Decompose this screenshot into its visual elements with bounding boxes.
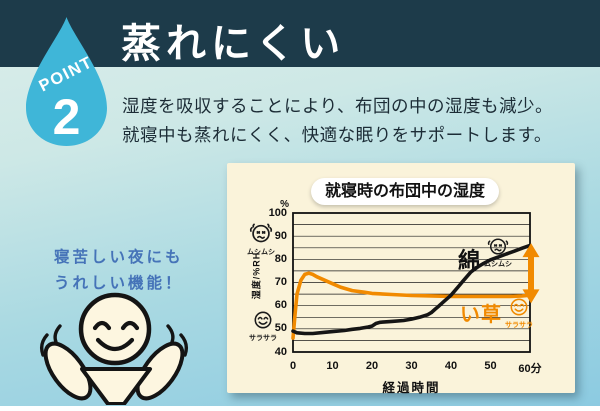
motion-lines-icon <box>39 324 189 357</box>
x-tick-label: 40 <box>444 360 458 372</box>
intro-copy: 湿度を吸収することにより、布団の中の湿度も減少。 就寝中も蒸れにくく、快適な眠り… <box>122 92 553 150</box>
happy-face-icon <box>510 298 528 316</box>
x-tick-label: 30 <box>405 360 418 372</box>
water-drop-icon: POINT 2 <box>26 17 107 146</box>
humidity-line-chart <box>291 212 540 353</box>
cotton-mood-caption: ムシムシ <box>484 261 513 268</box>
series-label-igusa: い草 サラサラ <box>460 296 536 329</box>
axis-face-dry-caption: サラサラ <box>249 335 277 342</box>
y-axis-unit: % <box>280 199 289 210</box>
series-name-cotton: 綿 <box>458 248 482 273</box>
y-tick-label: 100 <box>268 206 287 219</box>
header-bar <box>0 0 600 67</box>
x-tick-label: 60分 <box>518 363 542 375</box>
intro-line-1: 湿度を吸収することにより、布団の中の湿度も減少。 <box>122 96 553 116</box>
x-tick-label: 20 <box>365 360 379 372</box>
y-tick-label: 90 <box>274 229 287 242</box>
happy-mascot <box>38 283 190 406</box>
x-tick-label: 50 <box>484 360 497 372</box>
axis-face-humid: ムシムシ <box>244 221 278 256</box>
x-axis-label: 経過時間 <box>382 381 441 395</box>
series-label-cotton: 綿 ムシムシ <box>458 235 515 275</box>
chart-panel: 就寝時の布団中の湿度 % 湿度/%RH 100 90 80 70 60 50 40 0 10 2… <box>227 163 575 395</box>
mascot-illustration-icon <box>39 292 189 406</box>
chart-title: 就寝時の布団中の湿度 <box>311 178 500 205</box>
sweaty-face-icon <box>249 223 273 243</box>
page-title: 蒸れにくい <box>121 21 346 66</box>
y-tick-label: 60 <box>274 299 287 312</box>
x-tick-label: 10 <box>326 360 339 372</box>
bottom-border <box>0 406 600 411</box>
point-number: 2 <box>53 89 81 145</box>
benefit-note: 寝苦しい夜にも うれしい機能！ <box>54 245 184 297</box>
igusa-mood-caption: サラサラ <box>505 322 533 329</box>
y-tick-label: 50 <box>274 322 287 335</box>
axis-face-humid-caption: ムシムシ <box>247 249 275 256</box>
y-tick-label: 70 <box>274 276 287 288</box>
x-tick-label: 0 <box>289 360 297 372</box>
intro-line-2: 就寝中も蒸れにくく、快適な眠りをサポートします。 <box>122 125 552 145</box>
happy-face-icon <box>254 311 272 329</box>
sweaty-face-icon <box>487 238 509 255</box>
igusa-mood: サラサラ <box>502 296 536 329</box>
y-tick-label: 80 <box>274 252 287 265</box>
benefit-note-line-1: 寝苦しい夜にも <box>54 249 184 266</box>
series-name-igusa: い草 <box>460 304 502 326</box>
point-drop-badge: POINT 2 <box>26 16 107 147</box>
benefit-note-line-2: うれしい機能！ <box>54 275 184 292</box>
axis-face-dry: サラサラ <box>246 309 280 342</box>
y-tick-label: 40 <box>274 345 287 358</box>
cotton-mood: ムシムシ <box>481 235 515 268</box>
